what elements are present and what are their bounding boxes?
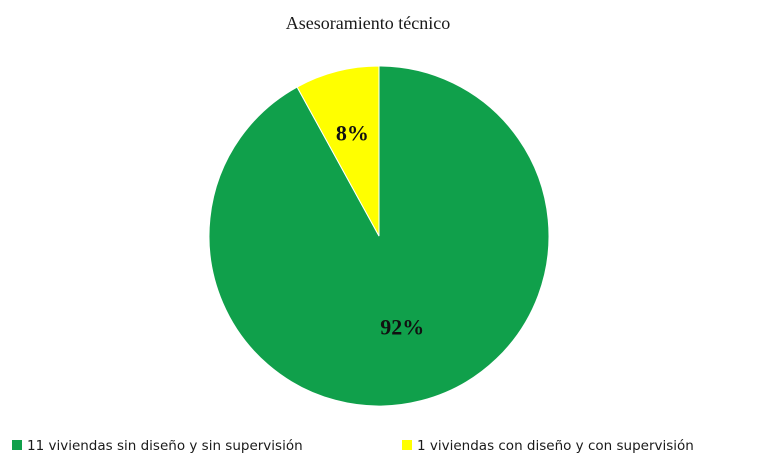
legend-swatch-1 [402, 440, 412, 450]
pie-data-labels: 92% 8% [336, 120, 424, 339]
legend-swatch-0 [12, 440, 22, 450]
legend-label-0: 11 viviendas sin diseño y sin supervisió… [27, 438, 303, 454]
pie-slice-1 [296, 65, 380, 237]
legend-label-1: 1 viviendas con diseño y con supervisión [417, 438, 694, 454]
pie-slices [208, 65, 550, 407]
legend-item-1: 1 viviendas con diseño y con supervisión [402, 438, 694, 454]
legend: 11 viviendas sin diseño y sin supervisió… [12, 438, 694, 454]
pie-label-1: 8% [336, 120, 369, 145]
pie-slice-0 [208, 65, 550, 407]
legend-item-0: 11 viviendas sin diseño y sin supervisió… [12, 438, 303, 454]
chart-title: Asesoramiento técnico [286, 13, 450, 33]
pie-label-0: 92% [380, 315, 424, 340]
